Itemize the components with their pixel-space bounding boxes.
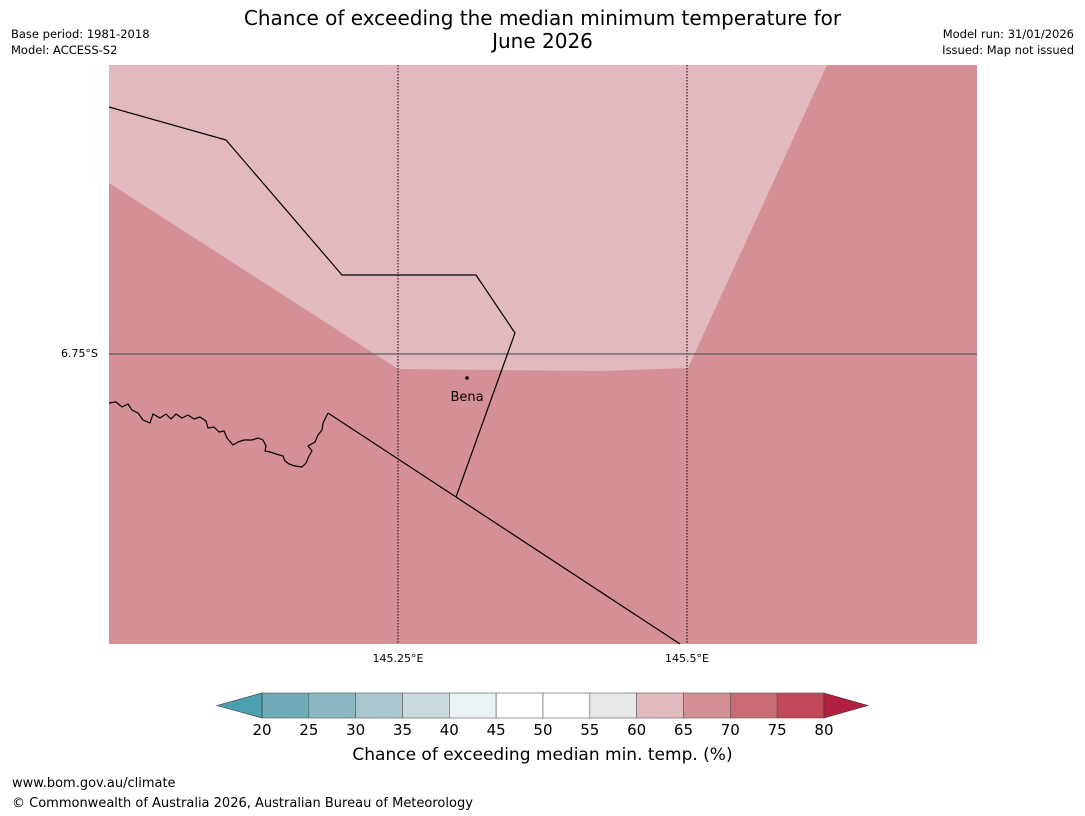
province-boundary [109,106,516,498]
model-run-text: Model run: 31/01/2026 [942,27,1074,41]
colorbar-tick-label: 40 [440,721,459,739]
colorbar-segment [589,692,637,719]
colorbar-tick-label: 20 [252,721,271,739]
colorbar-tick-label: 25 [299,721,318,739]
colorbar: 20 25 30 35 40 45 50 55 60 65 70 75 80 [215,692,870,739]
colorbar-segment [308,692,356,719]
colorbar-tick-label: 65 [674,721,693,739]
map-area: Bena [109,65,977,644]
colorbar-over-arrow [823,692,870,719]
colorbar-tick-label: 35 [393,721,412,739]
coastline [109,401,329,468]
province-boundary-south [327,412,681,644]
colorbar-tick-label: 50 [533,721,552,739]
footer-copyright: © Commonwealth of Australia 2026, Austra… [12,796,473,811]
base-period-text: Base period: 1981-2018 [11,27,150,41]
lon-label-145-5: 145.5°E [665,652,709,665]
model-text: Model: ACCESS-S2 [11,43,118,57]
place-label: Bena [450,390,483,405]
colorbar-segment [683,692,731,719]
lon-label-145-25: 145.25°E [372,652,424,665]
colorbar-tick-label: 80 [814,721,833,739]
colorbar-segment [542,692,591,719]
colorbar-segment [261,692,310,719]
place-marker [465,376,469,380]
colorbar-under-arrow [215,692,263,719]
colorbar-segment [636,692,684,719]
map-title: Chance of exceeding the median minimum t… [0,7,1085,53]
colorbar-segment [402,692,450,719]
lat-label: 6.75°S [61,347,98,360]
colorbar-segment [729,692,778,719]
title-line-1: Chance of exceeding the median minimum t… [243,6,842,30]
colorbar-segment [776,692,825,719]
colorbar-label: Chance of exceeding median min. temp. (%… [352,745,733,765]
colorbar-tick-label: 55 [580,721,599,739]
issued-text: Issued: Map not issued [942,43,1074,57]
colorbar-segment [449,692,497,719]
colorbar-segment [355,692,403,719]
footer-url: www.bom.gov.au/climate [12,776,176,791]
metadata-left: Base period: 1981-2018 Model: ACCESS-S2 [11,26,150,58]
metadata-right: Model run: 31/01/2026 Issued: Map not is… [942,26,1074,58]
colorbar-segment [495,692,544,719]
probability-zone-60-65 [109,65,827,371]
colorbar-tick-label: 45 [487,721,506,739]
colorbar-tick-label: 75 [768,721,787,739]
colorbar-tick-label: 60 [627,721,646,739]
colorbar-tick-label: 30 [346,721,365,739]
colorbar-tick-label: 70 [721,721,740,739]
title-line-2: June 2026 [492,29,593,53]
